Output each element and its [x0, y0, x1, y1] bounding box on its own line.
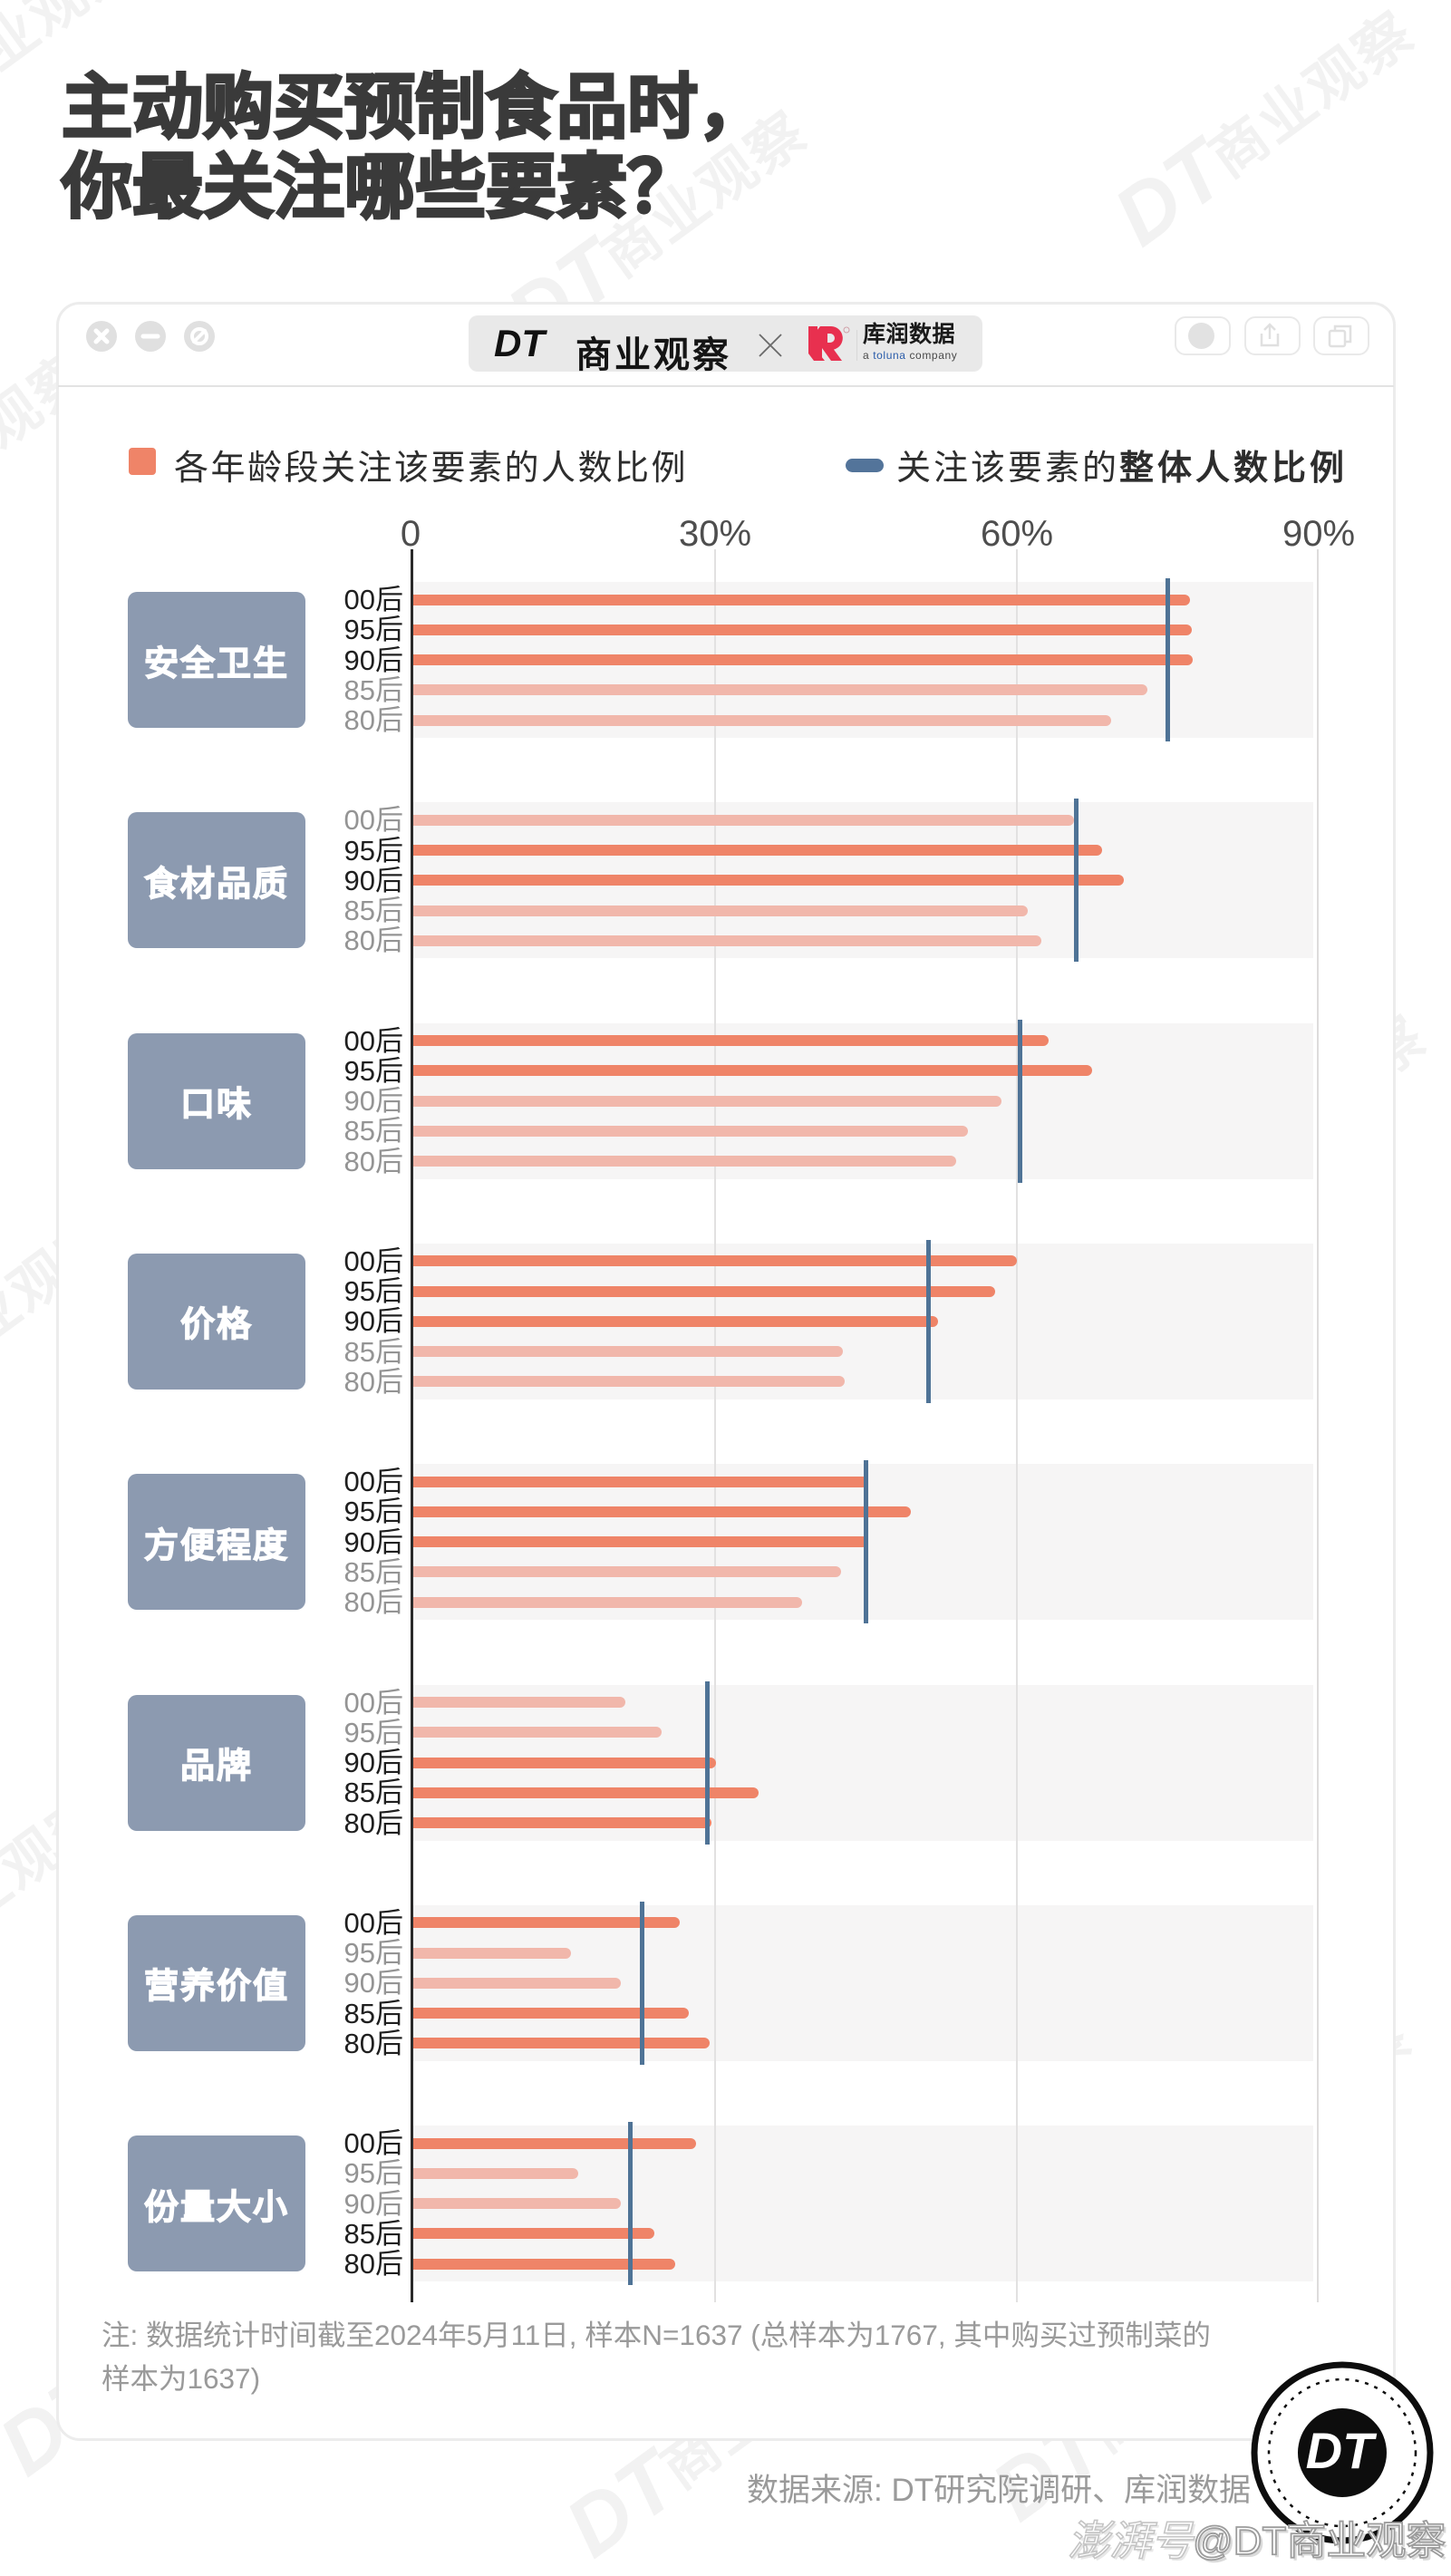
svg-text:DT: DT [1306, 2422, 1378, 2479]
